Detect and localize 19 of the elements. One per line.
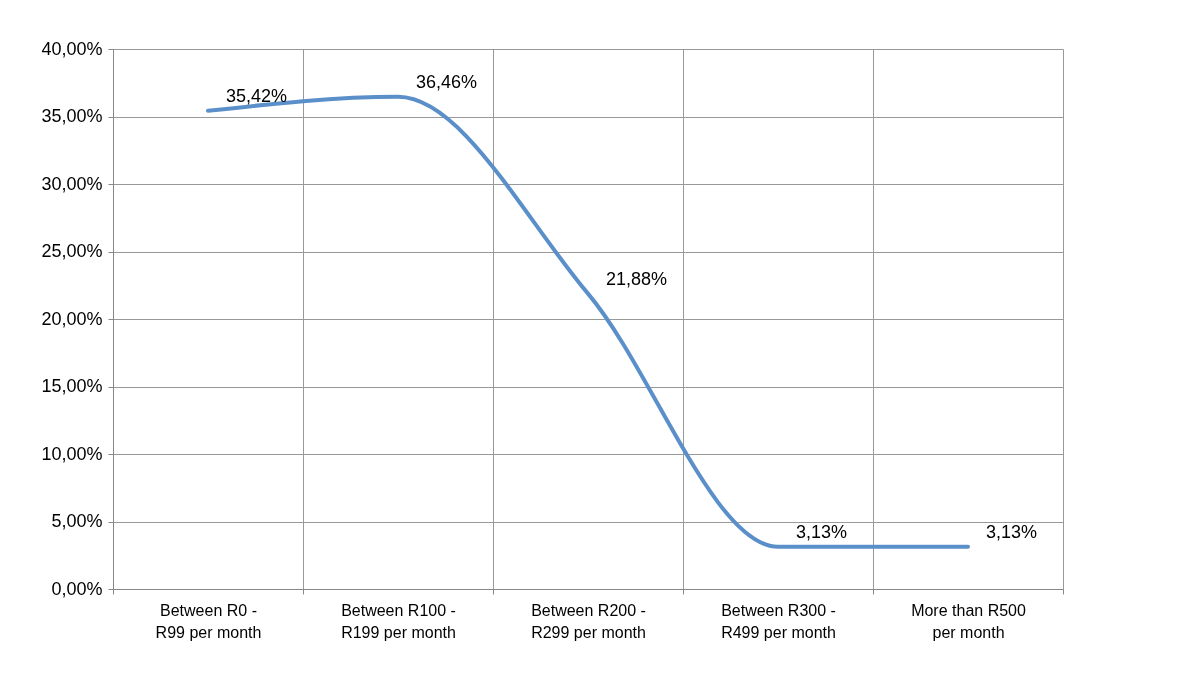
data-label: 3,13%	[796, 521, 848, 542]
data-label: 3,13%	[986, 521, 1038, 542]
x-tick-label: More than R500 per month	[911, 601, 1026, 641]
data-label: 36,46%	[416, 71, 478, 92]
y-tick-label: 25,00%	[41, 241, 103, 261]
x-tick-label: Between R0 - R99 per month	[155, 601, 262, 641]
y-tick-label: 15,00%	[41, 376, 103, 396]
y-tick-label: 30,00%	[41, 173, 103, 194]
y-tick-label: 40,00%	[41, 38, 103, 59]
y-tick-label: 5,00%	[51, 511, 103, 531]
data-label: 21,88%	[606, 268, 668, 289]
y-tick-label: 35,00%	[41, 106, 103, 126]
x-tick-label: Between R300 - R499 per month	[721, 601, 836, 641]
y-tick-label: 20,00%	[41, 308, 103, 329]
y-tick-label: 10,00%	[41, 443, 103, 464]
y-tick-label: 0,00%	[51, 578, 103, 599]
x-tick-label: Between R100 - R199 per month	[341, 601, 456, 641]
data-label: 35,42%	[226, 85, 288, 106]
x-tick-label: Between R200 - R299 per month	[531, 601, 646, 641]
